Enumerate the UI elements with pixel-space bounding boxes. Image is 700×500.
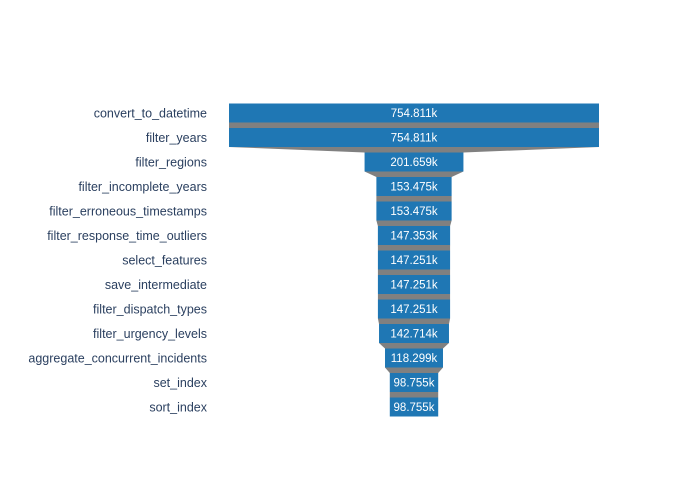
funnel-category-label: filter_dispatch_types xyxy=(93,303,207,317)
funnel-bar xyxy=(389,397,439,417)
funnel-connector xyxy=(364,171,464,177)
funnel-bar xyxy=(377,275,451,294)
funnel-bar xyxy=(377,299,451,319)
funnel-category-label: set_index xyxy=(153,376,207,390)
funnel-bar-value-label: 754.811k xyxy=(391,108,438,120)
funnel-category-label: select_features xyxy=(122,254,207,268)
funnel-bar-value-label: 153.475k xyxy=(390,182,438,194)
funnel-bar-value-label: 147.251k xyxy=(390,304,438,316)
funnel-connector xyxy=(379,343,449,349)
funnel-category-label: filter_years xyxy=(146,131,207,145)
funnel-bar xyxy=(389,373,439,392)
funnel-bar-value-label: 147.251k xyxy=(390,280,438,292)
funnel-category-label: save_intermediate xyxy=(105,278,207,292)
funnel-connector xyxy=(376,196,452,202)
funnel-category-label: filter_regions xyxy=(135,156,207,170)
funnel-category-labels: convert_to_datetime filter_years filter_re… xyxy=(28,107,207,415)
funnel-bar-value-label: 147.251k xyxy=(390,255,438,267)
funnel-category-label: aggregate_concurrent_incidents xyxy=(28,352,207,366)
funnel-bar xyxy=(385,348,443,368)
funnel-bar xyxy=(229,103,599,123)
funnel-bar xyxy=(379,324,449,343)
funnel-bar-value-label: 118.299k xyxy=(391,353,438,365)
funnel-bar-value-label: 754.811k xyxy=(391,133,438,145)
funnel-connector xyxy=(229,147,599,153)
funnel-category-label: sort_index xyxy=(149,401,207,415)
funnel-bar-value-label: 98.755k xyxy=(394,402,435,414)
funnel-bar xyxy=(377,226,451,245)
funnel-bar xyxy=(376,201,452,221)
funnel-bar-value-label: 201.659k xyxy=(390,157,438,169)
funnel-connectors xyxy=(229,122,599,398)
funnel-connector xyxy=(377,294,451,300)
funnel-bar-value-label: 142.714k xyxy=(390,329,438,341)
funnel-bar-labels: 754.811k 754.811k 201.659k 153.475k 153.475k… xyxy=(390,108,438,414)
funnel-connector xyxy=(389,392,439,398)
funnel-bar xyxy=(364,152,464,172)
funnel-bar xyxy=(377,250,451,270)
funnel-connector xyxy=(376,220,452,226)
funnel-category-label: filter_incomplete_years xyxy=(78,180,207,194)
funnel-connector xyxy=(377,318,451,324)
funnel-bar xyxy=(229,128,599,147)
funnel-bars xyxy=(229,103,599,417)
funnel-category-label: filter_erroneous_timestamps xyxy=(49,205,207,219)
funnel-bar-value-label: 153.475k xyxy=(390,206,438,218)
funnel-connector xyxy=(385,367,443,373)
funnel-category-label: convert_to_datetime xyxy=(94,107,207,121)
funnel-bar-value-label: 147.353k xyxy=(390,231,438,243)
funnel-connector xyxy=(377,269,451,275)
funnel-category-label: filter_urgency_levels xyxy=(93,327,207,341)
funnel-bar xyxy=(376,177,452,196)
funnel-bar-value-label: 98.755k xyxy=(394,378,435,390)
funnel-connector xyxy=(377,245,451,251)
funnel-category-label: filter_response_time_outliers xyxy=(47,229,207,243)
funnel-connector xyxy=(229,122,599,128)
